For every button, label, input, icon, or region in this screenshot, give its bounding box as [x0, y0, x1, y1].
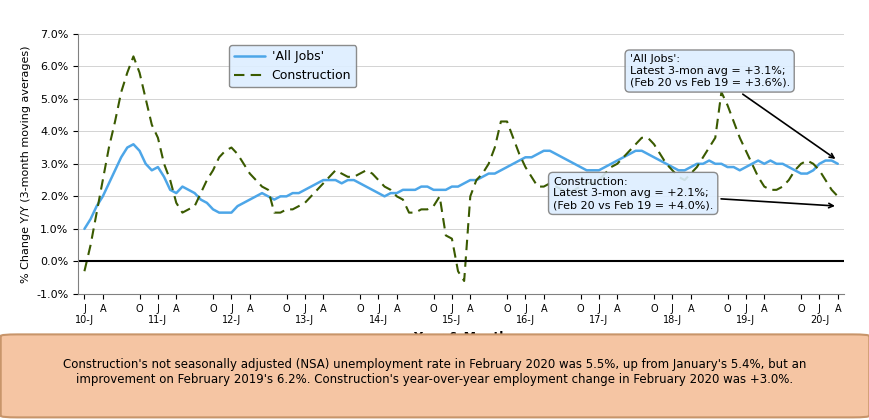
'All Jobs' [520, 155, 530, 160]
Construction [79, 269, 90, 274]
'All Jobs' [85, 217, 96, 222]
Text: Construction's not seasonally adjusted (NSA) unemployment rate in February 2020 : Construction's not seasonally adjusted (… [63, 358, 806, 386]
Line: Construction: Construction [84, 56, 837, 281]
'All Jobs' [415, 184, 426, 189]
Line: 'All Jobs': 'All Jobs' [84, 144, 837, 229]
Text: Construction:
Latest 3-mon avg = +2.1%;
(Feb 20 vs Feb 19 = +4.0%).: Construction: Latest 3-mon avg = +2.1%; … [553, 177, 833, 210]
Text: 'All Jobs':
Latest 3-mon avg = +3.1%;
(Feb 20 vs Feb 19 = +3.6%).: 'All Jobs': Latest 3-mon avg = +3.1%; (F… [629, 55, 833, 158]
Construction [459, 278, 469, 284]
'All Jobs' [832, 161, 842, 166]
X-axis label: Year & Month: Year & Month [413, 331, 508, 344]
'All Jobs' [226, 210, 236, 215]
'All Jobs' [128, 142, 138, 147]
Construction [526, 174, 536, 179]
Construction [226, 145, 236, 150]
'All Jobs' [134, 148, 144, 153]
Construction [415, 207, 426, 212]
Construction [832, 194, 842, 199]
Legend: 'All Jobs', Construction: 'All Jobs', Construction [229, 45, 355, 87]
Construction [134, 70, 144, 75]
'All Jobs' [79, 226, 90, 231]
FancyBboxPatch shape [1, 334, 868, 417]
Construction [306, 194, 316, 199]
Y-axis label: % Change Y/Y (3-month moving averages): % Change Y/Y (3-month moving averages) [21, 45, 30, 283]
'All Jobs' [306, 184, 316, 189]
Construction [128, 54, 138, 59]
Construction [85, 243, 96, 248]
